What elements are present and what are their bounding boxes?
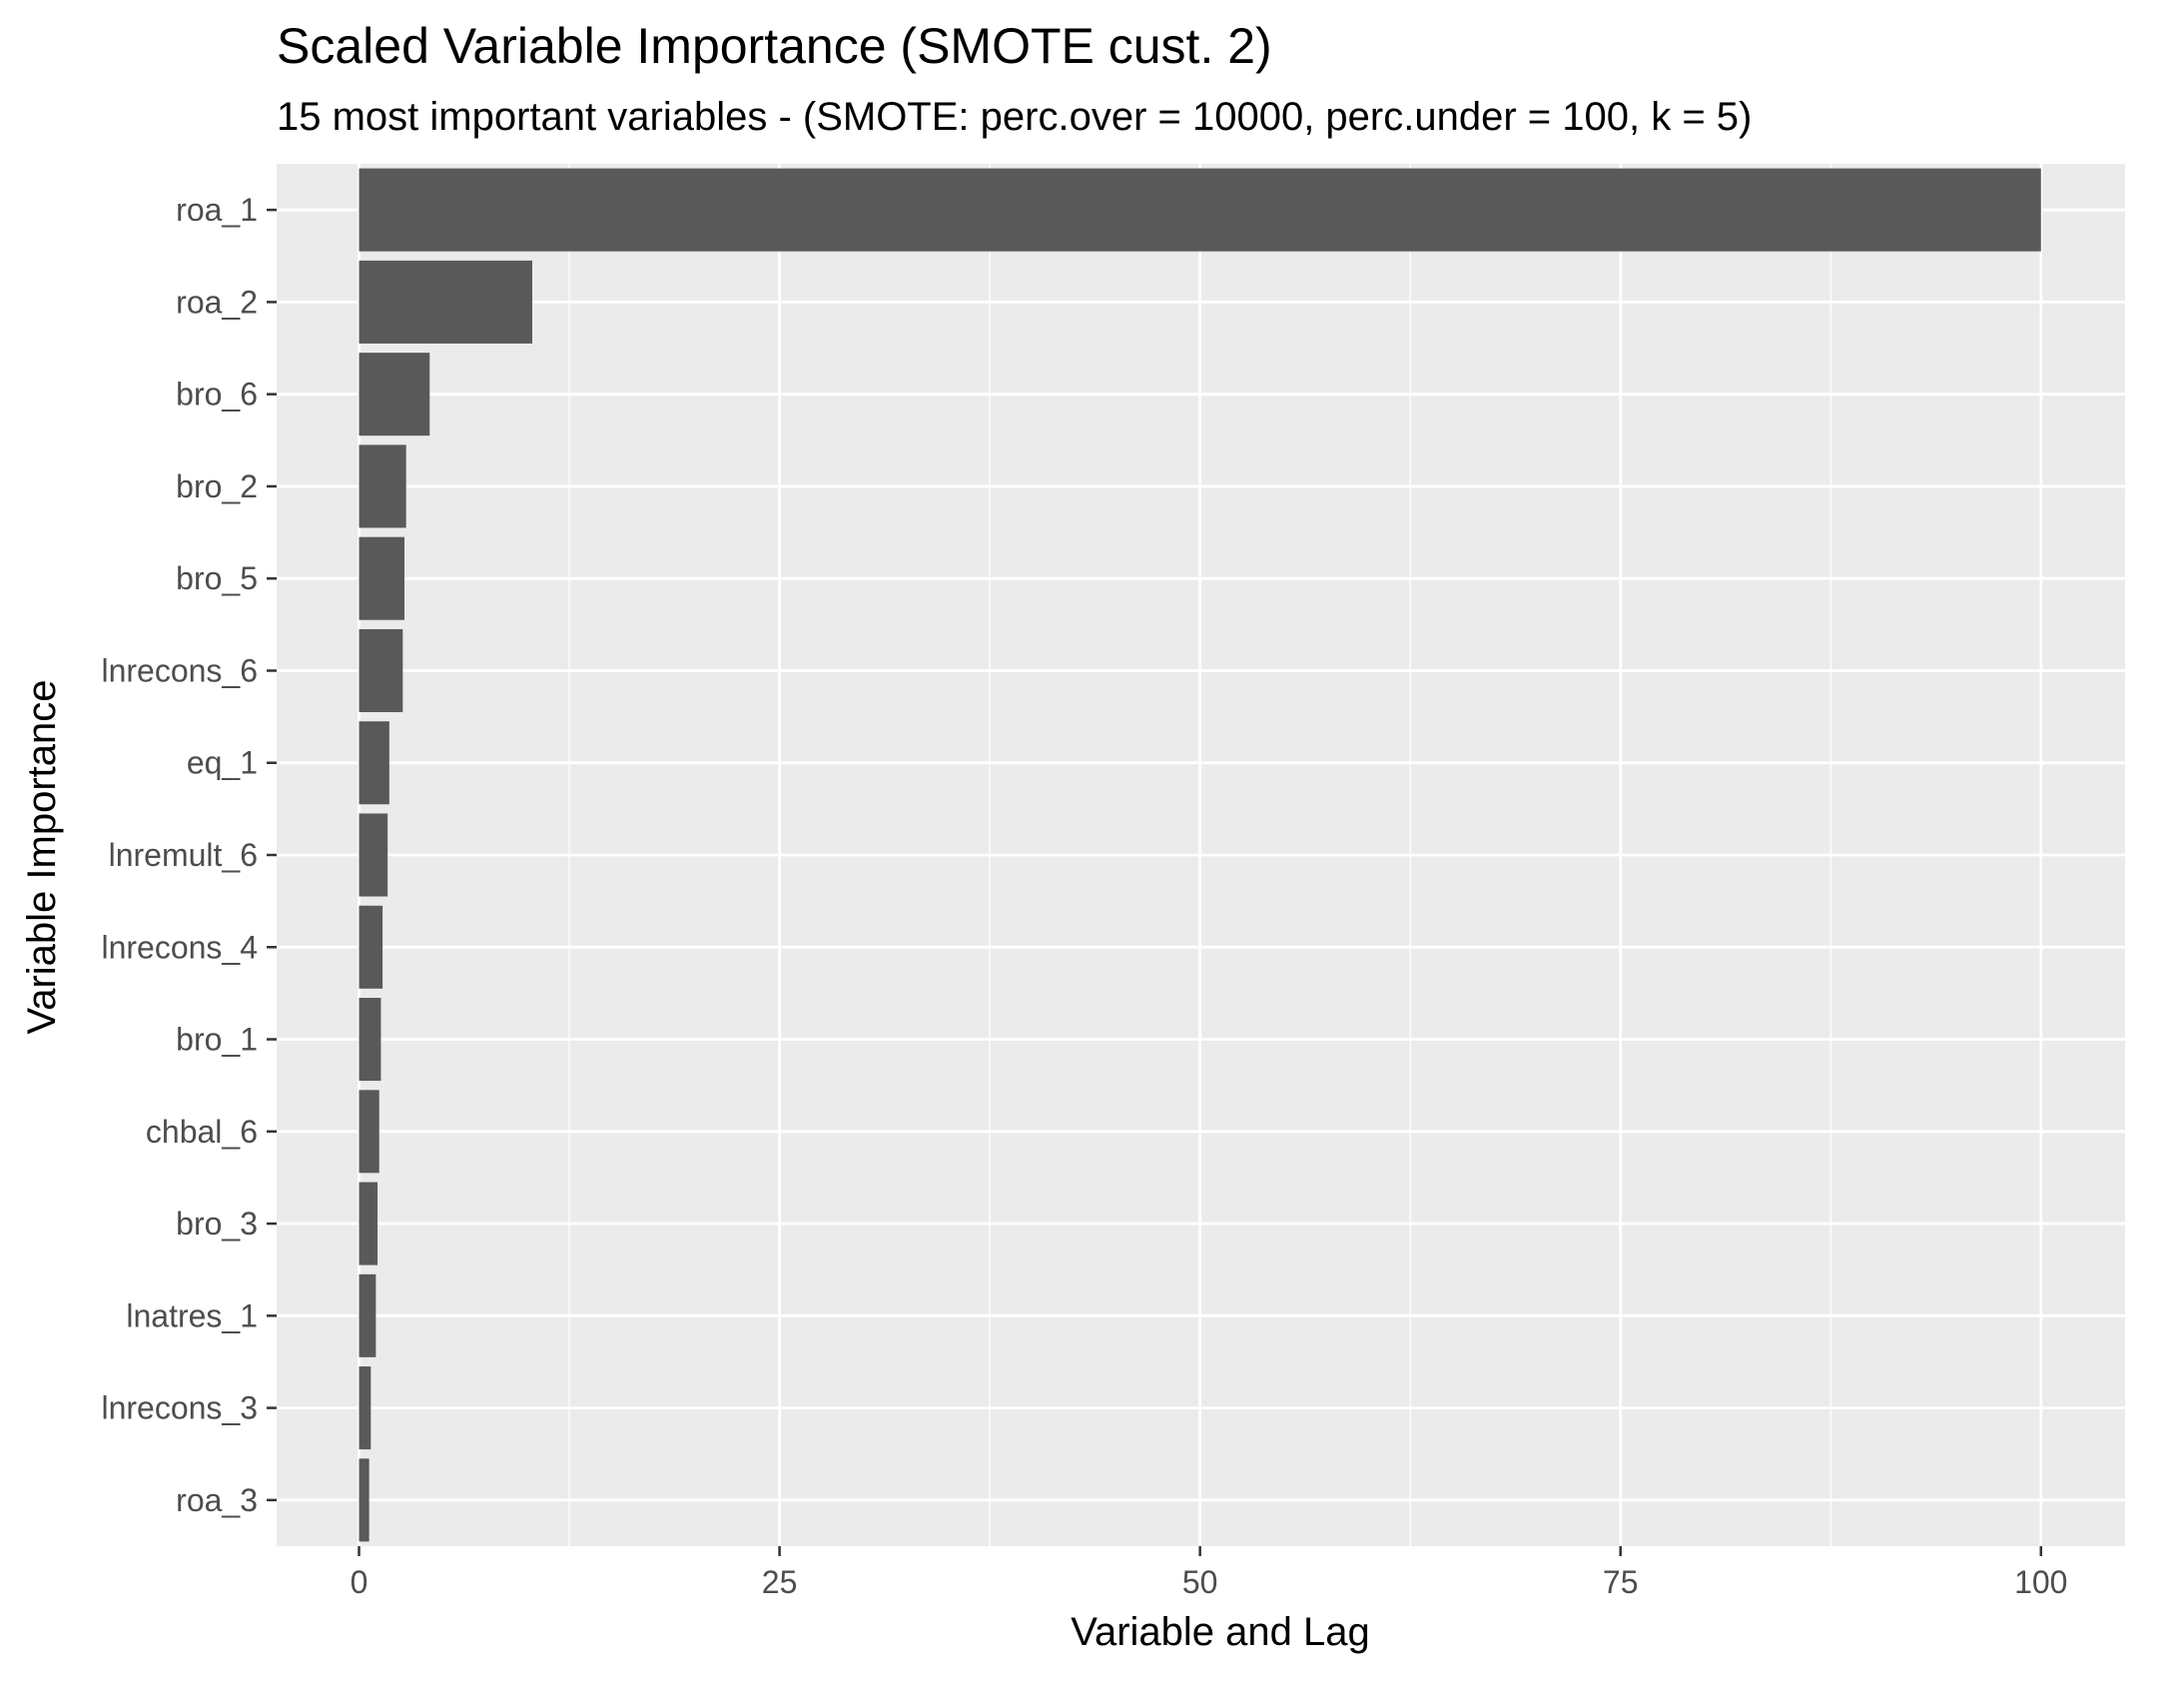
bar-roa_1: [359, 168, 2041, 252]
chart-subtitle: 15 most important variables - (SMOTE: pe…: [277, 95, 1752, 139]
y-tick-label: roa_2: [176, 284, 258, 320]
x-tick-label: 50: [1182, 1564, 1218, 1600]
y-tick-label: lnrecons_3: [101, 1390, 258, 1426]
bar-roa_2: [359, 260, 533, 344]
y-tick-label: lnatres_1: [126, 1297, 258, 1333]
bar-bro_2: [359, 444, 406, 528]
bar-eq_1: [359, 721, 389, 805]
bar-lnremult_6: [359, 813, 388, 897]
y-tick-label: chbal_6: [146, 1114, 258, 1150]
x-tick-label: 100: [2014, 1564, 2067, 1600]
y-tick-label: bro_1: [176, 1022, 258, 1058]
x-tick-label: 25: [762, 1564, 798, 1600]
bar-bro_6: [359, 353, 430, 436]
bar-chbal_6: [359, 1090, 379, 1174]
y-tick-label: lnrecons_6: [101, 652, 258, 688]
bar-lnrecons_4: [359, 905, 383, 989]
y-tick-label: eq_1: [187, 745, 258, 781]
bar-bro_5: [359, 536, 405, 620]
bars: [359, 168, 2041, 1542]
y-tick-label: lnrecons_4: [101, 929, 258, 965]
chart-title: Scaled Variable Importance (SMOTE cust. …: [277, 18, 1272, 74]
bar-lnrecons_3: [359, 1366, 371, 1450]
y-tick-label: roa_3: [176, 1482, 258, 1518]
y-tick-label: roa_1: [176, 192, 258, 228]
y-axis-title: Variable Importance: [20, 680, 64, 1035]
x-axis: 0 25 50 75 100: [351, 1546, 2067, 1600]
x-tick-label: 75: [1603, 1564, 1639, 1600]
y-tick-label: bro_3: [176, 1206, 258, 1242]
x-tick-label: 0: [351, 1564, 368, 1600]
bar-lnrecons_6: [359, 628, 403, 712]
bar-roa_3: [359, 1458, 369, 1542]
bar-bro_1: [359, 998, 381, 1082]
y-tick-label: lnremult_6: [109, 837, 258, 873]
y-axis: roa_1 roa_2 bro_6 bro_2 bro_5 lnrecons_6 eq_1l…: [101, 192, 277, 1518]
y-tick-label: bro_2: [176, 468, 258, 504]
bar-bro_3: [359, 1182, 378, 1265]
y-tick-label: bro_5: [176, 560, 258, 596]
bar-lnatres_1: [359, 1273, 376, 1357]
y-tick-label: bro_6: [176, 377, 258, 413]
x-axis-title: Variable and Lag: [1071, 1610, 1370, 1654]
